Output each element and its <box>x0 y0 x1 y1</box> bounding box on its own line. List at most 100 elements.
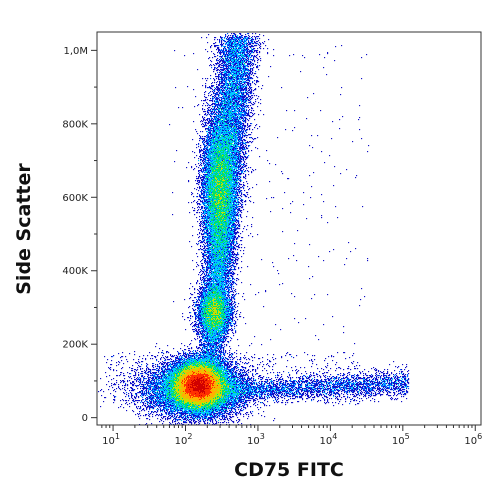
event-dot <box>229 54 231 56</box>
event-dot <box>238 66 240 68</box>
event-dot <box>236 113 238 115</box>
event-dot <box>206 177 208 179</box>
event-dot <box>228 159 230 161</box>
event-dot <box>248 74 250 76</box>
event-dot <box>211 138 213 140</box>
event-dot <box>249 102 251 104</box>
event-dot <box>242 56 244 58</box>
event-dot <box>226 78 228 80</box>
event-dot <box>235 119 237 121</box>
event-dot <box>244 171 246 173</box>
event-dot <box>209 153 211 155</box>
event-dot <box>229 128 231 130</box>
event-dot <box>220 112 222 114</box>
event-dot <box>222 56 224 58</box>
event-dot <box>226 144 228 146</box>
event-dot <box>236 39 238 41</box>
event-dot <box>235 43 237 45</box>
event-dot <box>293 54 295 56</box>
event-dot <box>226 107 228 109</box>
event-dot <box>217 81 219 83</box>
event-dot <box>207 99 209 101</box>
event-dot <box>228 65 230 67</box>
event-dot <box>230 69 232 71</box>
event-dot <box>238 45 240 47</box>
event-dot <box>230 160 232 162</box>
event-dot <box>223 166 225 168</box>
event-dot <box>230 65 232 67</box>
event-dot <box>243 101 245 103</box>
event-dot <box>211 111 213 113</box>
event-dot <box>251 150 253 152</box>
event-dot <box>234 101 236 103</box>
event-dot <box>212 98 214 100</box>
event-dot <box>211 172 213 174</box>
event-dot <box>210 132 212 134</box>
event-dot <box>246 78 248 80</box>
event-dot <box>223 139 225 141</box>
event-dot <box>228 53 230 55</box>
event-dot <box>233 53 235 55</box>
event-dot <box>219 129 221 131</box>
event-dot <box>208 104 210 106</box>
event-dot <box>228 92 230 94</box>
event-dot <box>199 140 201 142</box>
event-dot <box>213 152 215 154</box>
event-dot <box>222 77 224 79</box>
event-dot <box>231 123 233 125</box>
event-dot <box>237 103 239 105</box>
event-dot <box>241 172 243 174</box>
event-dot <box>204 166 206 168</box>
event-dot <box>209 137 211 139</box>
event-dot <box>251 87 253 89</box>
event-dot <box>228 101 230 103</box>
event-dot <box>227 97 229 99</box>
event-dot <box>227 144 229 146</box>
event-dot <box>244 63 246 65</box>
event-dot <box>236 131 238 133</box>
event-dot <box>243 69 245 71</box>
event-dot <box>216 156 218 158</box>
event-dot <box>210 95 212 97</box>
event-dot <box>224 93 226 95</box>
event-dot <box>242 156 244 158</box>
event-dot <box>248 60 250 62</box>
event-dot <box>225 168 227 170</box>
event-dot <box>219 173 221 175</box>
event-dot <box>215 45 217 47</box>
event-dot <box>245 81 247 83</box>
event-dot <box>247 64 249 66</box>
event-dot <box>223 87 225 89</box>
event-dot <box>235 175 237 177</box>
event-dot <box>253 104 255 106</box>
event-dot <box>232 159 234 161</box>
event-dot <box>193 121 195 123</box>
event-dot <box>253 43 255 45</box>
event-dot <box>229 120 231 122</box>
event-dot <box>231 66 233 68</box>
event-dot <box>252 169 254 171</box>
event-dot <box>241 45 243 47</box>
event-dot <box>205 145 207 147</box>
event-dot <box>231 165 233 167</box>
event-dot <box>235 84 237 86</box>
event-dot <box>228 164 230 166</box>
event-dot <box>205 124 207 126</box>
event-dot <box>230 66 232 68</box>
event-dot <box>240 63 242 65</box>
event-dot <box>234 41 236 43</box>
event-dot <box>218 127 220 129</box>
event-dot <box>221 77 223 79</box>
event-dot <box>236 99 238 101</box>
event-dot <box>231 43 233 45</box>
event-dot <box>239 74 241 76</box>
event-dot <box>204 122 206 124</box>
event-dot <box>208 145 210 147</box>
event-dot <box>223 61 225 63</box>
event-dot <box>238 166 240 168</box>
event-dot <box>216 68 218 70</box>
event-dot <box>210 156 212 158</box>
event-dot <box>233 68 235 70</box>
event-dot <box>222 148 224 150</box>
event-dot <box>232 125 234 127</box>
